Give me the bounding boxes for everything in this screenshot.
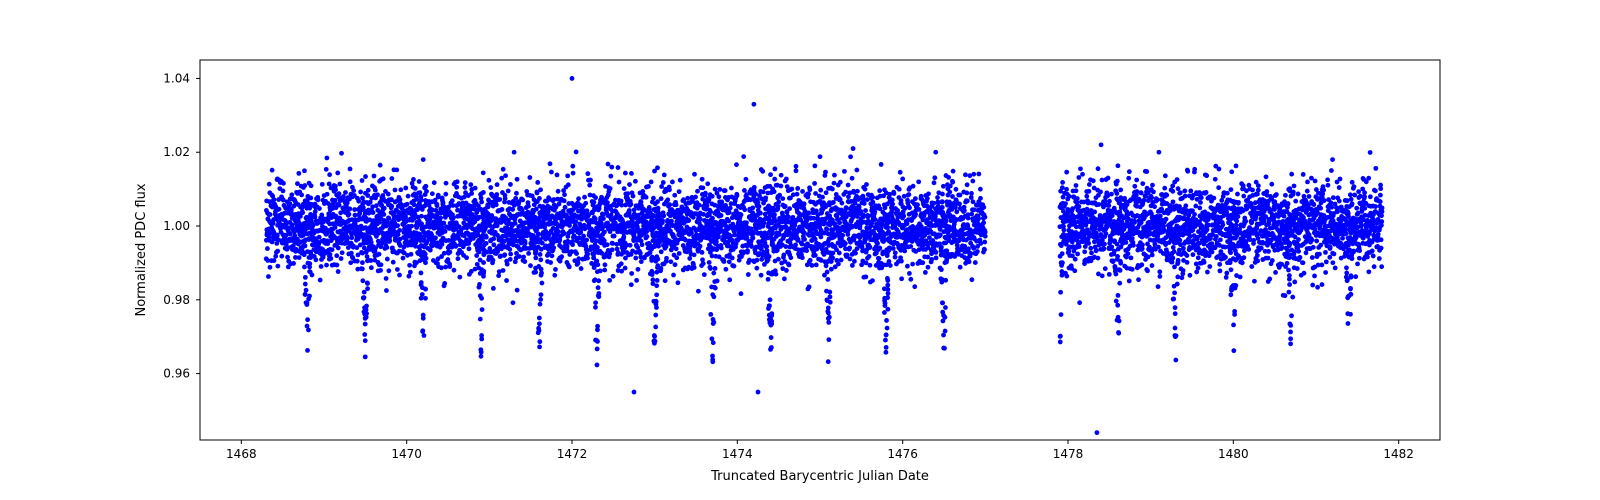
x-tick-label: 1468 xyxy=(226,447,257,461)
x-tick-label: 1478 xyxy=(1053,447,1084,461)
x-axis-label: Truncated Barycentric Julian Date xyxy=(710,469,929,484)
x-tick-label: 1470 xyxy=(391,447,422,461)
lightcurve-svg: 1468 1470 1472 1474 1476 1478 1480 1482 0.96 0.98… xyxy=(0,0,1600,500)
x-tick-label: 1482 xyxy=(1383,447,1414,461)
y-axis-label: Normalized PDC flux xyxy=(134,183,149,316)
x-tick-label: 1474 xyxy=(722,447,753,461)
y-tick-label: 0.98 xyxy=(163,293,190,307)
y-tick-label: 1.02 xyxy=(163,145,190,159)
lightcurve-chart: 1468 1470 1472 1474 1476 1478 1480 1482 0.96 0.98… xyxy=(0,0,1600,500)
x-tick-label: 1472 xyxy=(557,447,588,461)
scatter-series xyxy=(264,76,1385,435)
y-tick-label: 1.00 xyxy=(163,219,190,233)
x-tick-label: 1480 xyxy=(1218,447,1249,461)
y-tick-label: 0.96 xyxy=(163,367,190,381)
y-tick-label: 1.04 xyxy=(163,71,190,85)
x-tick-label: 1476 xyxy=(887,447,918,461)
